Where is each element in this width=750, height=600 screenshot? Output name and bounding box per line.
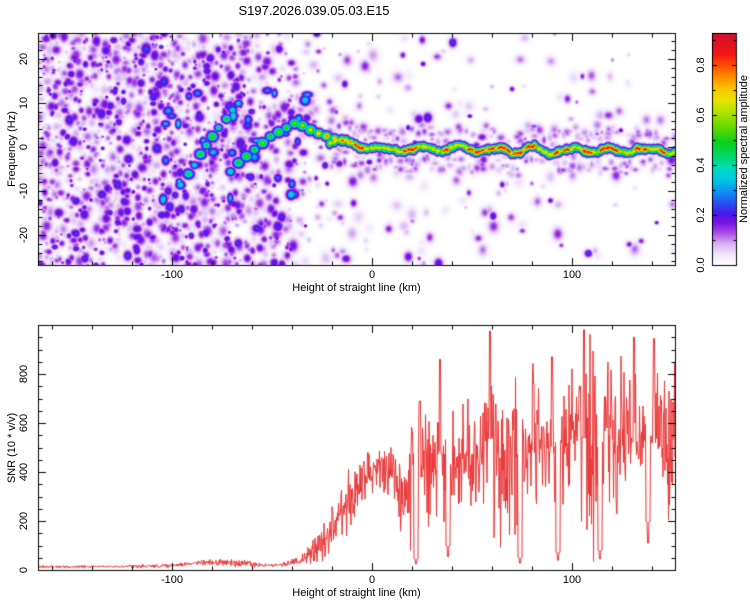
spec-x-axis-label: Height of straight line (km): [292, 282, 421, 294]
spec-x-tick-label: -100: [160, 269, 184, 281]
colorbar-tick-label: 0.8: [695, 57, 707, 74]
snr-x-tick-label: 100: [562, 574, 582, 586]
spec-y-tick-label: -10: [18, 183, 30, 199]
spec-y-tick-label: -20: [18, 227, 30, 244]
spec-y-tick-label: 0: [18, 143, 30, 151]
snr-x-axis-label: Height of straight line (km): [292, 587, 421, 599]
colorbar-tick-label: 0.6: [695, 107, 707, 123]
spec-y-axis-label: Frequency (Hz): [6, 111, 18, 187]
spectrogram-heatmap: [38, 33, 675, 265]
spec-y-tick-label: 10: [18, 96, 30, 110]
colorbar-gradient: [712, 33, 736, 265]
colorbar-tick-label: 0.4: [695, 157, 707, 173]
snr-x-tick-label: -100: [160, 574, 184, 586]
spec-x-tick-label: 0: [368, 269, 376, 281]
spec-y-tick-label: 20: [18, 52, 30, 66]
snr-y-tick-label: 600: [18, 413, 30, 433]
spec-x-tick-label: 100: [562, 269, 582, 281]
snr-y-tick-label: 0: [18, 566, 30, 574]
colorbar-tick-label: 0.2: [695, 207, 707, 223]
colorbar-tick-label: 0.0: [695, 257, 707, 273]
snr-y-axis-label: SNR (10 * v/v): [6, 412, 18, 483]
snr-line-plot: [38, 325, 675, 570]
snr-x-tick-label: 0: [368, 574, 376, 586]
colorbar-axis-label: Normalized spectral amplitude: [738, 75, 750, 223]
figure-title: S197.2026.039.05.03.E15: [238, 3, 390, 18]
snr-y-tick-label: 800: [18, 364, 30, 384]
snr-y-tick-label: 400: [18, 462, 30, 482]
snr-y-tick-label: 200: [18, 511, 30, 531]
